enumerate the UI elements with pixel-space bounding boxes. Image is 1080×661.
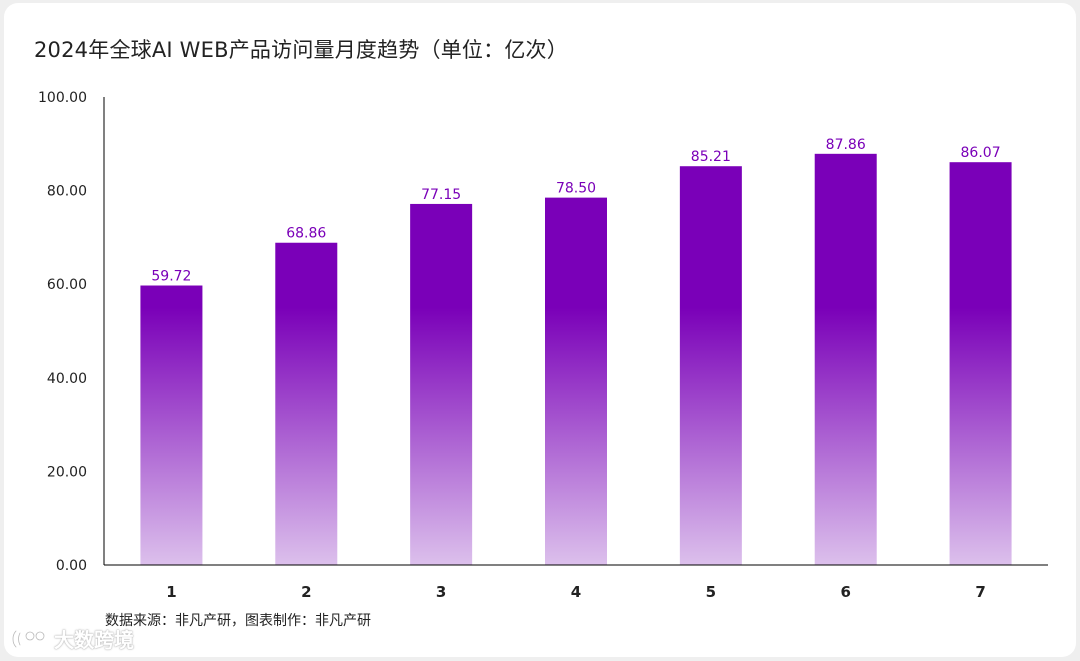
y-tick-label: 40.00 [47,371,87,387]
y-axis: 0.00 20.00 40.00 60.00 80.00 100.00 [38,90,105,574]
watermark-logo: 大数跨境 [10,624,134,653]
data-label: 86.07 [961,145,1001,161]
bar [410,203,473,566]
bar [545,197,607,565]
x-tick-label: 2 [301,583,311,601]
x-tick-label: 1 [166,583,176,601]
bar [275,242,338,565]
y-tick-label: 60.00 [47,277,87,293]
bar [140,285,203,565]
watermark-text: 大数跨境 [54,628,134,652]
bars: 59.72 68.86 77.15 78.50 85.21 87.86 86.07 [140,137,1012,566]
x-tick-label: 4 [571,583,581,601]
bar [679,166,742,565]
data-label: 85.21 [691,149,731,165]
bar [949,162,1012,566]
y-tick-label: 0.00 [56,558,87,574]
x-tick-label: 7 [975,583,985,601]
x-tick-label: 3 [436,583,446,601]
data-label: 77.15 [421,187,461,203]
data-label: 78.50 [556,181,596,197]
y-tick-label: 100.00 [38,90,87,106]
source-note: 数据来源：非凡产研，图表制作：非凡产研 [105,613,371,629]
bar [814,153,877,566]
x-axis: 1 2 3 4 5 6 7 [104,564,1048,601]
y-tick-label: 20.00 [47,464,87,480]
x-tick-label: 6 [840,583,850,601]
watermark-icon [11,629,45,648]
data-label: 87.86 [826,137,866,153]
data-label: 68.86 [286,226,326,242]
x-tick-label: 5 [706,583,716,601]
chart-title: 2024年全球AI WEB产品访问量月度趋势（单位：亿次） [34,38,568,62]
y-tick-label: 80.00 [47,184,87,200]
data-label: 59.72 [151,269,191,285]
